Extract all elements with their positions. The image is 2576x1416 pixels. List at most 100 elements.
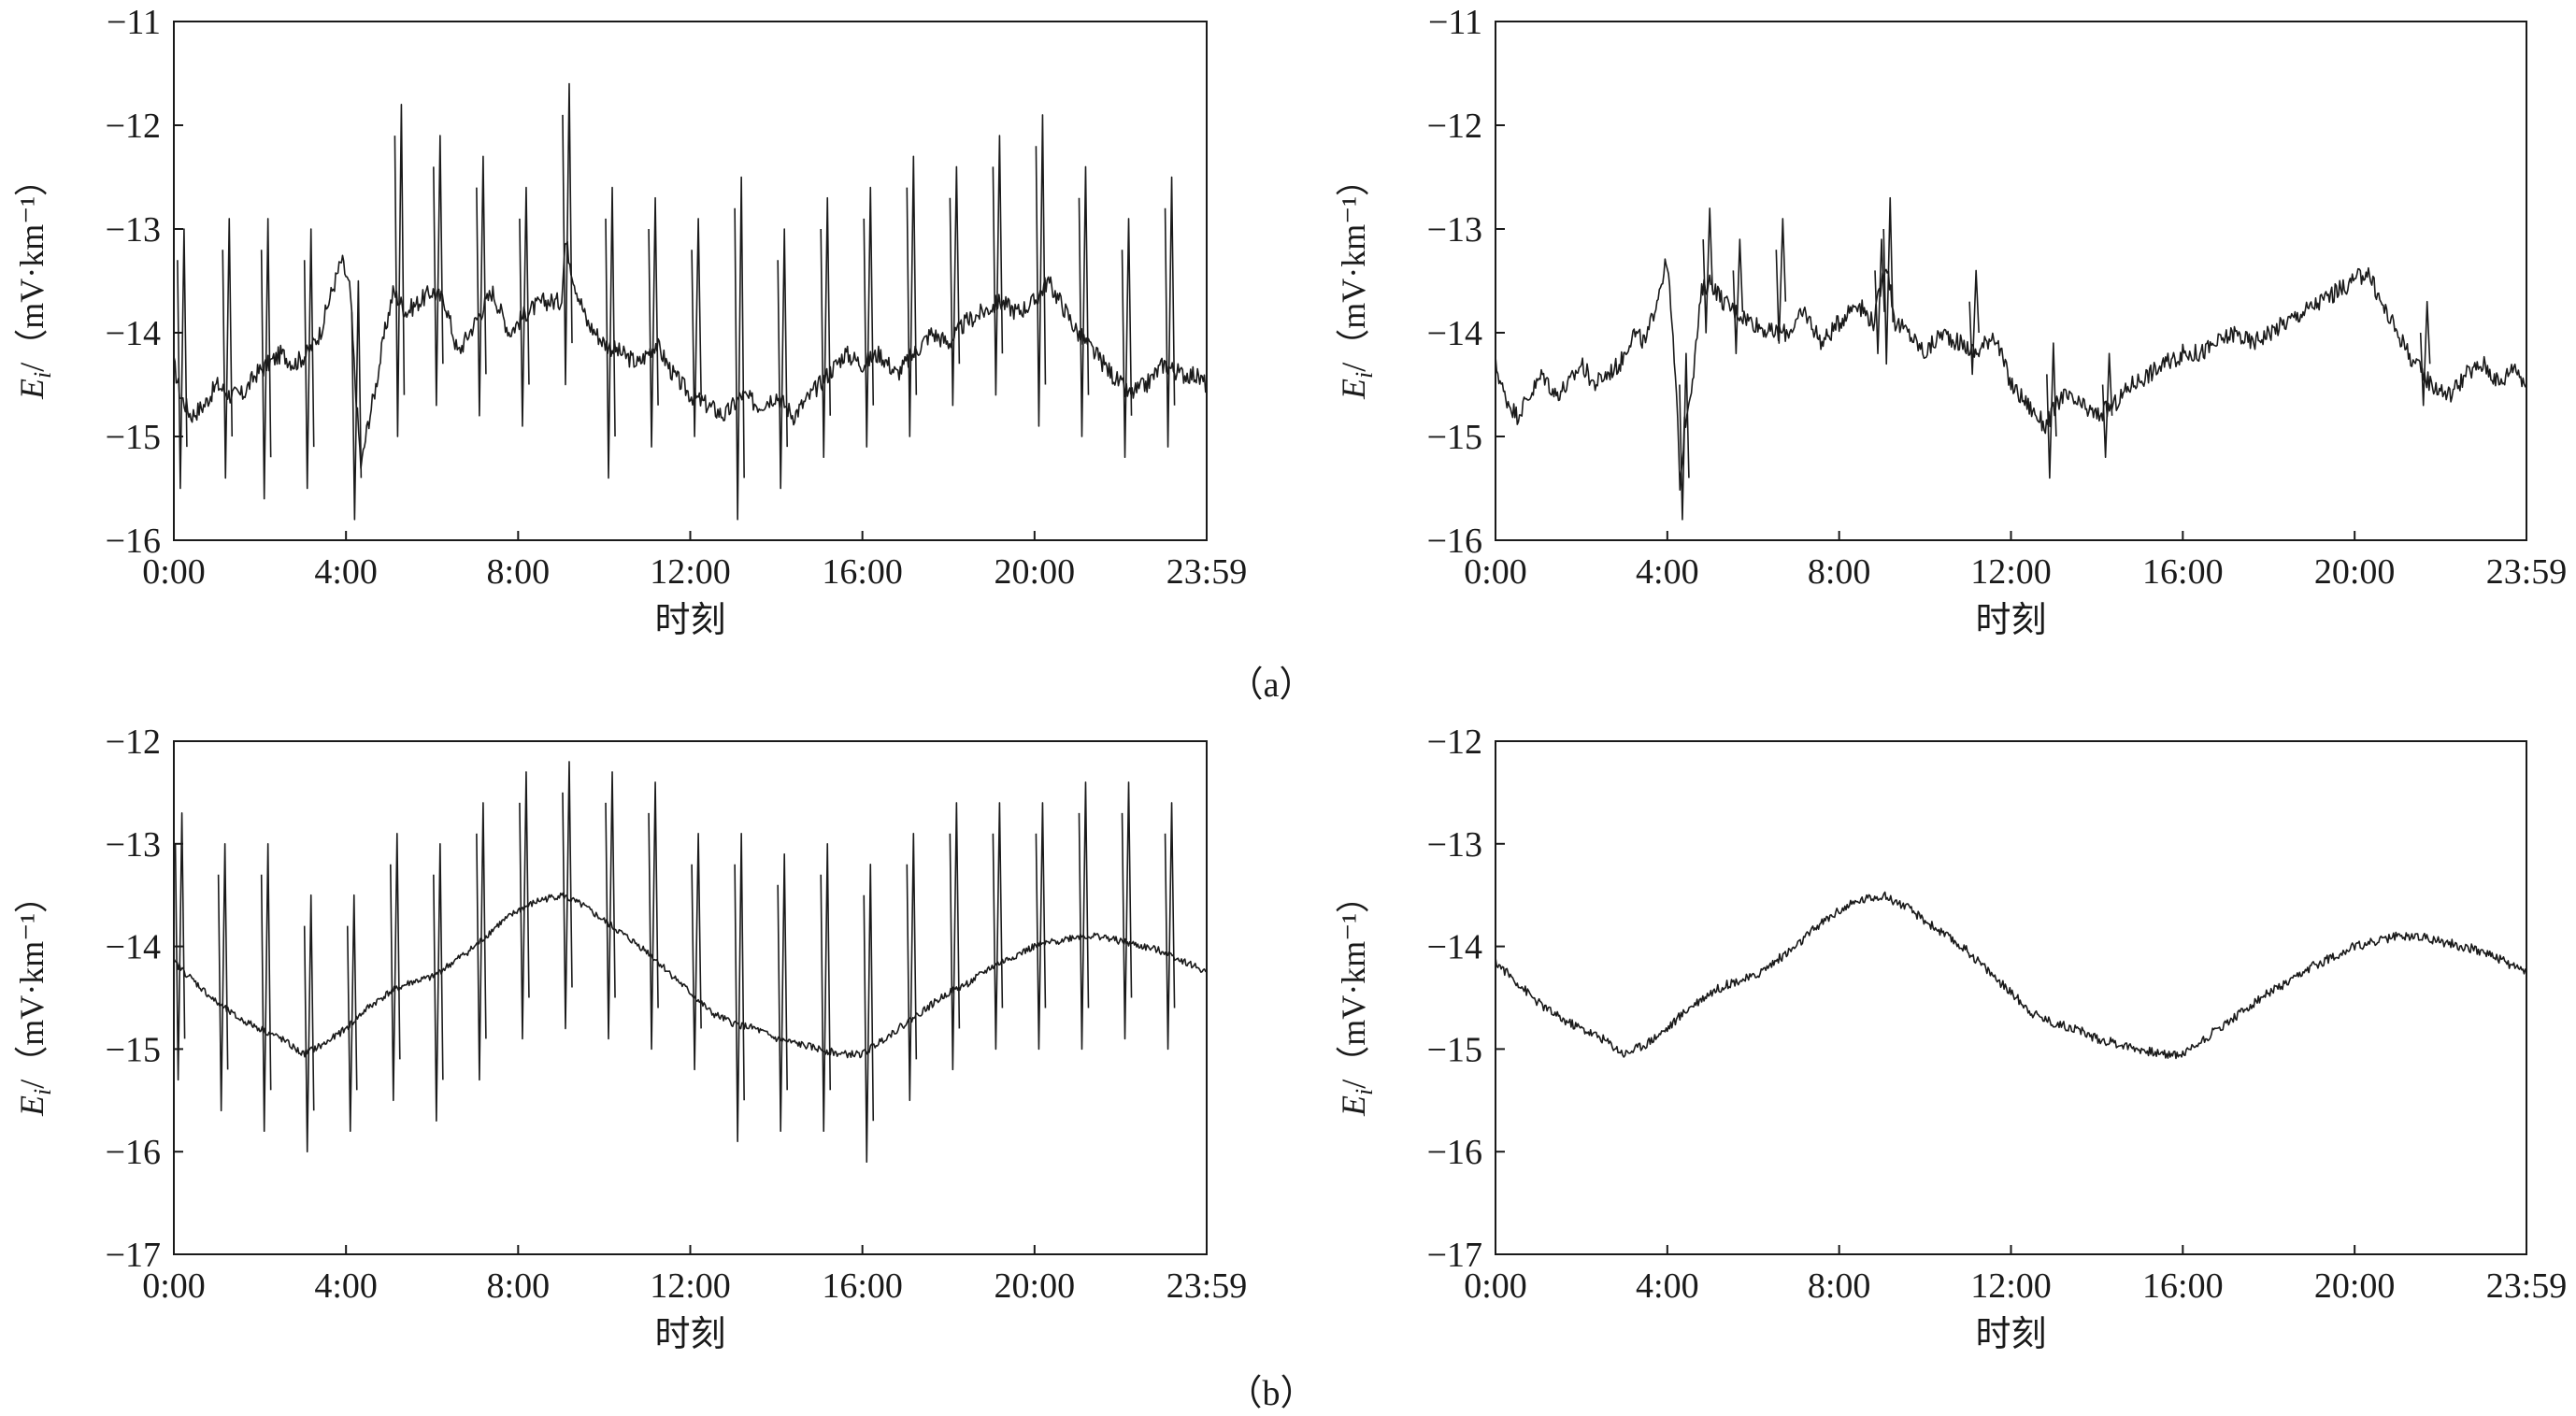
y-tick-label: −16 <box>106 1133 161 1172</box>
series-spike <box>476 155 487 417</box>
series-spike <box>2101 352 2113 458</box>
x-tick-label: 4:00 <box>1636 552 1699 592</box>
y-axis-label-subscript: i <box>1351 1089 1378 1095</box>
y-tick-label: −12 <box>106 722 161 762</box>
series-spike <box>648 196 659 448</box>
series-spike <box>562 761 573 1030</box>
x-tick-label: 12:00 <box>650 1266 731 1306</box>
y-tick-label: −16 <box>106 522 161 561</box>
y-tick-label: −14 <box>106 928 161 967</box>
y-tick-label: −17 <box>1427 1236 1482 1275</box>
series-spike <box>1882 196 1895 365</box>
series-spike <box>1164 176 1176 448</box>
series-spike <box>394 104 406 437</box>
series-spike <box>519 771 530 1040</box>
series-spike <box>260 218 272 500</box>
x-tick-label: 20:00 <box>2314 1266 2396 1306</box>
series-line <box>1495 258 2527 491</box>
series-spike <box>433 843 444 1123</box>
x-tick-label: 0:00 <box>1464 1266 1527 1306</box>
series-spike <box>777 228 788 490</box>
y-tick-label: −15 <box>106 1030 161 1069</box>
series-spike <box>605 771 616 1040</box>
chart-b-left: 0:00 4:00 8:00 12:00 16:00 20:00 23:59 −12 −13 −1… <box>13 722 1247 1354</box>
series-spike <box>734 833 745 1143</box>
x-tick-label: 8:00 <box>487 1266 551 1306</box>
series-spike <box>949 802 961 1071</box>
x-tick-label: 16:00 <box>2142 552 2224 592</box>
series-spike <box>648 781 659 1051</box>
chart-b-right: 0:00 4:00 8:00 12:00 16:00 20:00 23:59 −12 −13 −1… <box>1335 722 2567 1354</box>
y-axis-label-symbol: E <box>13 1095 50 1117</box>
x-axis-label: 时刻 <box>654 599 725 640</box>
y-axis-label-unit: /（mV·km⁻¹） <box>1335 163 1372 372</box>
y-tick-label: −13 <box>1427 210 1482 250</box>
y-tick-label: −13 <box>106 210 161 250</box>
series-spike <box>260 843 272 1133</box>
series-spike <box>1164 802 1176 1051</box>
plot-frame <box>1495 740 2527 1255</box>
series-spike <box>906 155 918 437</box>
series-spike <box>1035 114 1047 427</box>
series-spike <box>351 279 363 521</box>
series-spike <box>691 833 702 1071</box>
x-tick-label: 20:00 <box>995 552 1076 592</box>
x-tick-label: 20:00 <box>2314 552 2396 592</box>
x-tick-label: 23:59 <box>2486 552 2568 592</box>
x-tick-label: 8:00 <box>487 552 551 592</box>
series-spike <box>2419 300 2431 407</box>
series-spike <box>1874 238 1885 354</box>
series-spike <box>2046 342 2057 479</box>
y-axis-label-symbol: E <box>1335 1095 1372 1117</box>
x-tick-label: 4:00 <box>314 552 378 592</box>
y-axis-label-unit: /（mV·km⁻¹） <box>13 880 50 1089</box>
y-axis-label-unit: /（mV·km⁻¹） <box>13 163 50 372</box>
y-tick-label: −13 <box>1427 825 1482 865</box>
chart-a-left: 0:00 4:00 8:00 12:00 16:00 20:00 23:59 −11 −12 −1… <box>13 3 1247 640</box>
y-tick-label: −15 <box>1427 418 1482 457</box>
x-tick-label: 12:00 <box>650 552 731 592</box>
x-tick-label: 23:59 <box>1166 1266 1248 1306</box>
series-spike <box>906 833 918 1102</box>
series-spike <box>1702 207 1713 334</box>
series-spike <box>949 165 961 407</box>
y-tick-label: −15 <box>106 418 161 457</box>
chart-a-right: 0:00 4:00 8:00 12:00 16:00 20:00 23:59 −11 −12 −1… <box>1335 3 2567 640</box>
caption-a: （a） <box>1228 665 1315 705</box>
series-spike <box>177 228 188 490</box>
y-axis-label: Ei/（mV·km⁻¹） <box>1335 880 1378 1117</box>
y-tick-label: −11 <box>107 3 161 42</box>
y-tick-label: −16 <box>1427 1133 1482 1172</box>
series-spike <box>820 843 832 1133</box>
y-axis-label-symbol: E <box>13 379 50 400</box>
series-spike <box>1078 165 1090 437</box>
series-spike <box>1035 802 1047 1051</box>
series-spike <box>303 228 315 490</box>
y-tick-label: −15 <box>1427 1030 1482 1069</box>
x-tick-label: 4:00 <box>1636 1266 1699 1306</box>
x-tick-label: 8:00 <box>1808 1266 1871 1306</box>
y-tick-label: −12 <box>1427 722 1482 762</box>
x-tick-label: 12:00 <box>1970 1266 2052 1306</box>
x-tick-label: 12:00 <box>1970 552 2052 592</box>
x-tick-label: 23:59 <box>2486 1266 2568 1306</box>
series-line <box>173 892 1208 1059</box>
plot-frame <box>173 740 1208 1255</box>
y-tick-label: −17 <box>106 1236 161 1275</box>
y-axis-label-symbol: E <box>1335 379 1372 400</box>
series-spike <box>1732 238 1744 354</box>
series-spike <box>734 176 745 521</box>
y-axis-label-subscript: i <box>1351 372 1378 379</box>
x-tick-label: 16:00 <box>822 552 903 592</box>
series-spike <box>476 802 487 1081</box>
x-axis-label: 时刻 <box>1975 1313 2046 1354</box>
series-spike <box>433 135 444 407</box>
x-tick-label: 8:00 <box>1808 552 1871 592</box>
series-spike <box>863 863 875 1163</box>
series-spike <box>1775 218 1787 344</box>
series-line <box>1495 891 2527 1060</box>
series-spike <box>691 218 702 437</box>
series-spike <box>174 812 186 1081</box>
series-line <box>173 240 1208 469</box>
